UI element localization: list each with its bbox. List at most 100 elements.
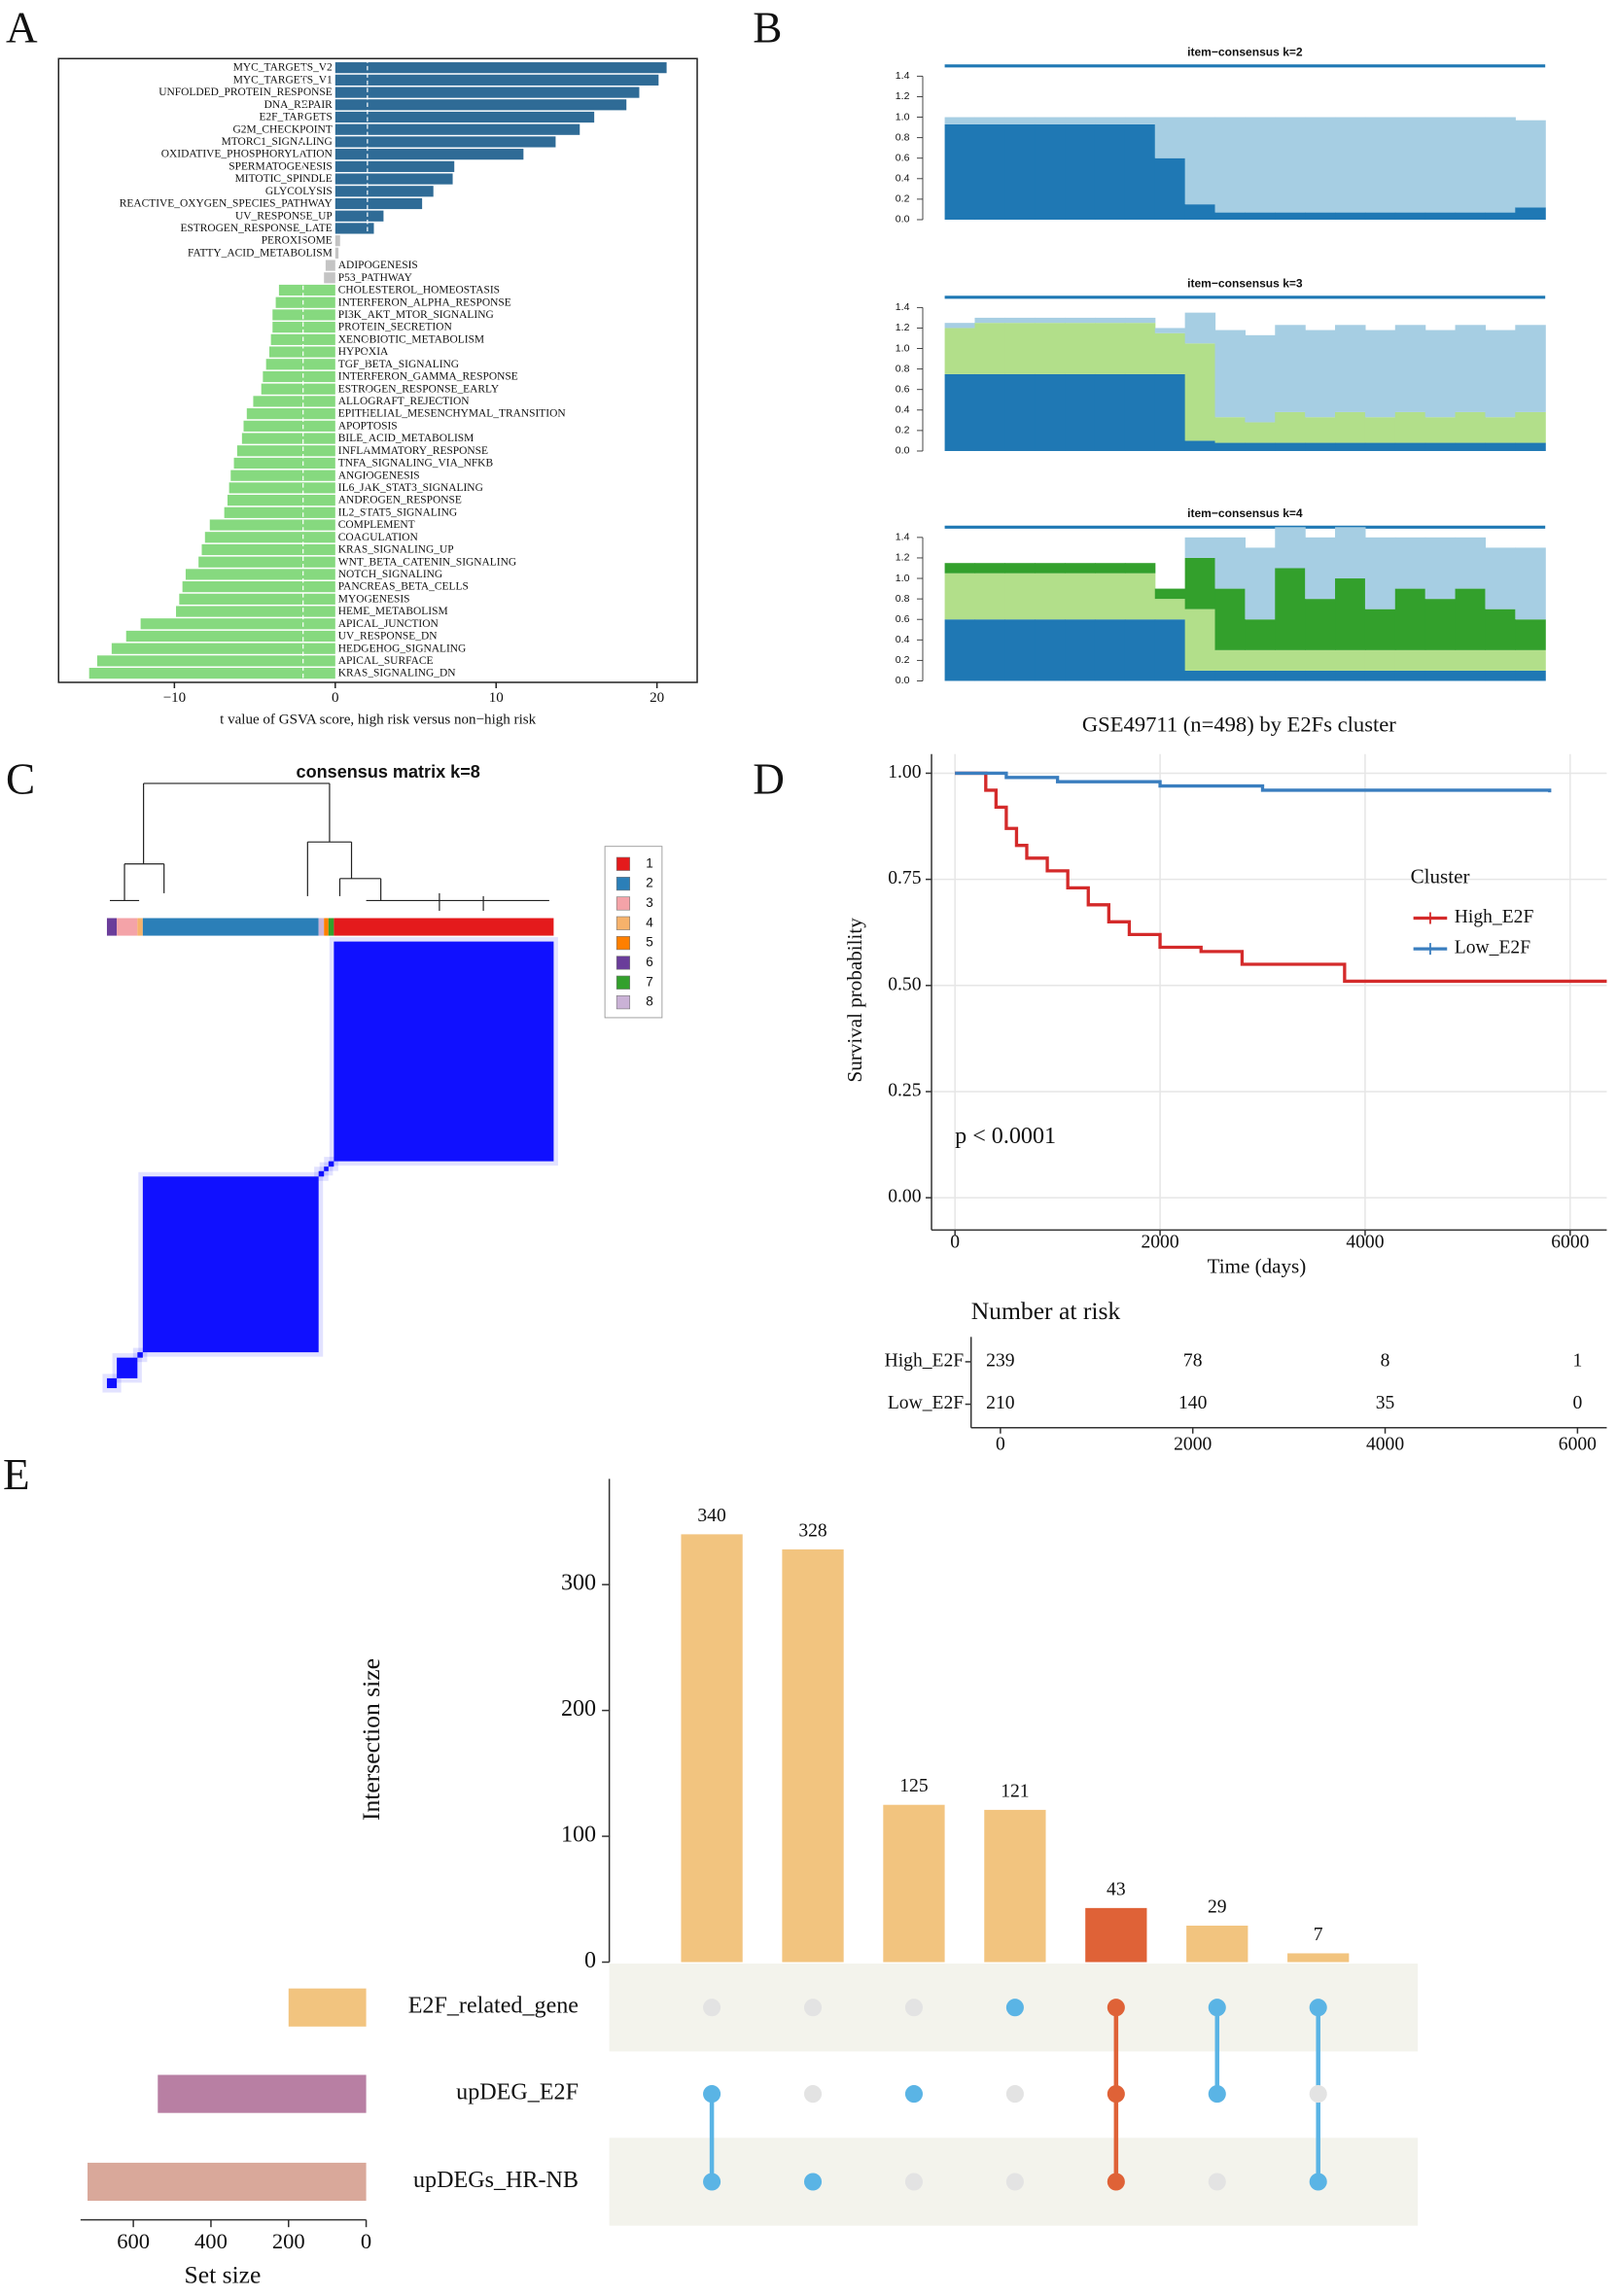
bar-label: ESTROGEN_RESPONSE_LATE [180,223,332,234]
stack-segment [1424,212,1457,220]
bar [227,495,335,506]
y-tick-label: 0.2 [896,193,910,205]
stack-segment [1394,325,1426,412]
y-tick-label: 0.4 [896,404,910,416]
bar-label: PANCREAS_BETA_CELLS [338,581,469,593]
bar [253,396,335,407]
bar-label: XENOBIOTIC_METABOLISM [338,333,484,345]
matrix-dot [1208,1999,1226,2017]
y-tick-label: 0.8 [896,593,910,605]
stack-segment [1485,547,1516,609]
stack-segment [1124,317,1156,324]
panel-label: A [6,4,38,52]
stack-segment [1065,323,1096,374]
bar-label: HEME_METABOLISM [338,606,448,617]
stack-segment [944,323,976,329]
legend-swatch [615,956,631,970]
matrix-dot [904,2173,923,2191]
bar [185,569,335,580]
stack-segment [1004,563,1036,574]
set-tick-label: 400 [194,2229,228,2253]
bar [334,87,640,98]
bar [278,284,335,296]
x-tick-label: 6000 [1551,1232,1589,1252]
bar [1085,1907,1147,1963]
bar [228,482,335,494]
bar-label: SPERMATOGENESIS [228,160,333,172]
set-name: upDEG_E2F [456,2080,579,2105]
stack-segment [1124,373,1156,451]
stack-segment [1035,317,1066,324]
bar [263,370,335,383]
bar-label: UV_RESPONSE_DN [338,631,438,643]
stack-segment [1094,317,1126,324]
annotation-cell [328,918,334,936]
stack-segment [1184,557,1216,609]
y-tick-label: 0.4 [896,634,910,645]
y-tick-label: 0 [584,1948,596,1973]
bar-label: EPITHELIAL_MESENCHYMAL_TRANSITION [338,408,566,420]
stack-segment [1424,330,1457,418]
stack-segment [1364,417,1396,443]
y-tick-label: 1.2 [896,322,910,333]
bar [179,593,335,605]
bar-label: CHOLESTEROL_HOMEOSTASIS [338,285,500,296]
bar [334,62,667,74]
risk-value: 8 [1381,1350,1390,1371]
bar [334,123,580,135]
bar [334,160,455,172]
stack-segment [1305,117,1336,213]
bar-label: ESTROGEN_RESPONSE_EARLY [338,383,499,395]
stack-segment [1184,670,1216,681]
stack-segment [1094,123,1126,220]
bar [334,186,434,197]
bar-label: UNFOLDED_PROTEIN_RESPONSE [158,87,333,98]
stack-segment [1335,527,1366,579]
stack-segment [1485,670,1516,681]
stack-segment [1364,212,1396,220]
stack-segment [1154,599,1186,620]
bar-label: IL2_STAT5_SIGNALING [338,506,457,518]
stack-segment [1275,568,1306,650]
stack-segment [1485,609,1516,650]
y-tick-label: 0.0 [896,675,910,686]
stack-segment [1455,325,1487,412]
stack-segment [944,117,976,124]
y-tick-label: 0.00 [888,1187,921,1207]
consensus-block [137,1352,143,1358]
chart-title: item−consensus k=3 [1187,276,1303,290]
bar [241,433,335,444]
stack-segment [1094,323,1126,374]
matrix-dot [703,2173,721,2191]
bar-label: COAGULATION [338,532,418,543]
stack-segment [1275,527,1306,569]
bar [275,296,335,308]
y-axis-label: Survival probability [843,918,866,1083]
stack-segment [1305,537,1336,600]
y-tick-label: 0.4 [896,173,910,185]
bar [230,470,335,481]
stack-segment [1035,373,1066,451]
stack-segment [1515,442,1546,451]
bar [268,346,335,358]
matrix-dot [1208,2173,1226,2191]
stack-segment [944,328,976,374]
stack-segment [1275,411,1306,443]
matrix-dot [1005,2173,1024,2191]
bar [681,1534,743,1963]
legend-label: 8 [646,994,653,1009]
x-tick-label: 4000 [1346,1232,1384,1252]
stack-segment [1275,117,1306,213]
stack-segment [974,563,1005,574]
stack-segment [1035,123,1066,220]
consensus-block [318,1170,325,1177]
consensus-block [334,941,554,1162]
y-tick-label: 0.8 [896,363,910,374]
stack-segment [1335,411,1366,443]
bar [325,260,335,271]
risk-title: Number at risk [971,1297,1121,1325]
risk-value: 210 [986,1393,1015,1413]
stack-segment [1485,330,1516,418]
risk-row-name: High_E2F [885,1350,965,1371]
